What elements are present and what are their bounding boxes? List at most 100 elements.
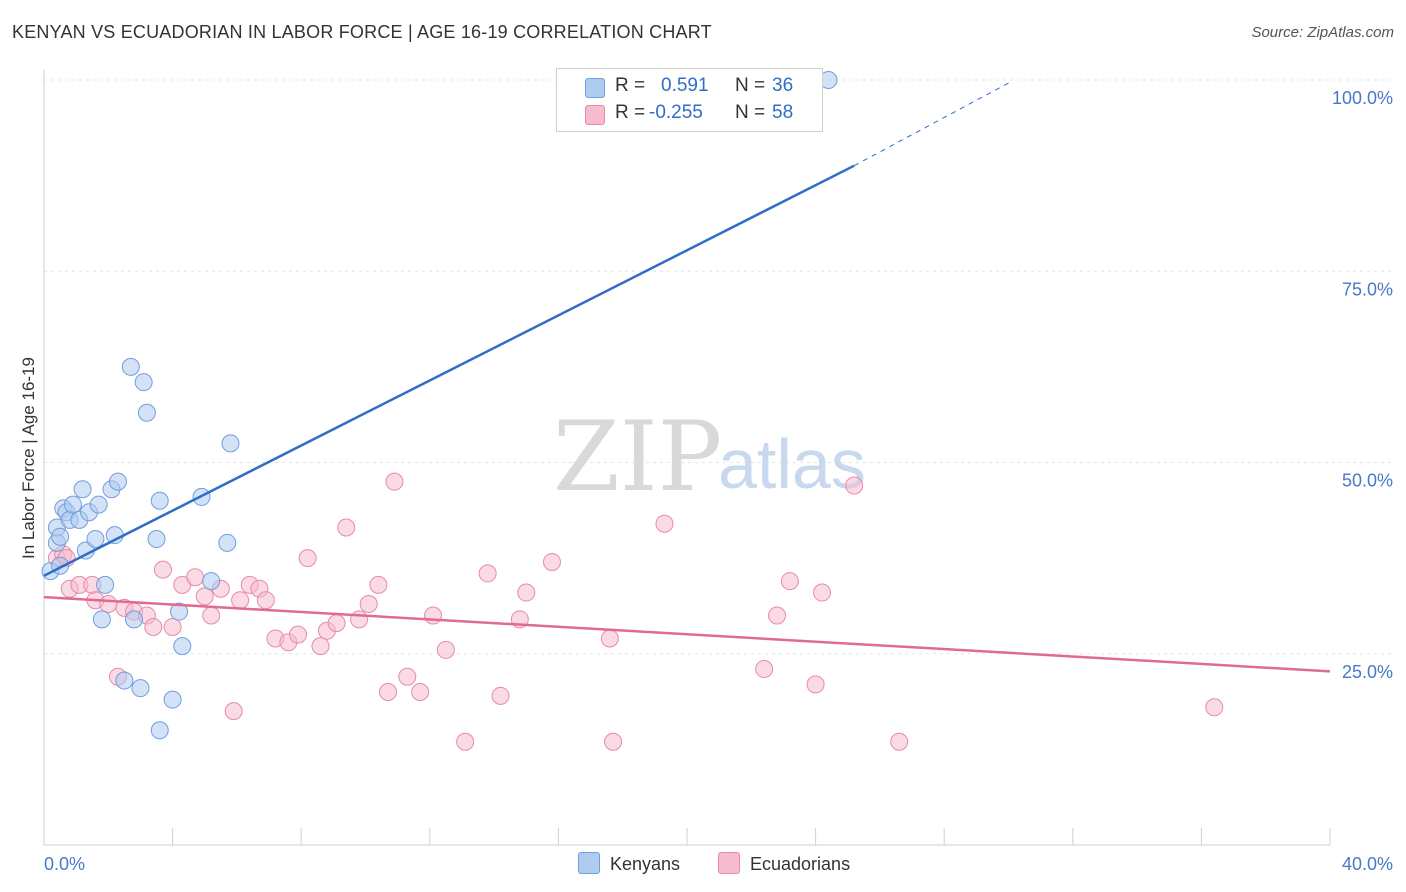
ecuadorians-point <box>456 732 475 751</box>
chart-title: KENYAN VS ECUADORIAN IN LABOR FORCE | AG… <box>12 22 712 42</box>
ecuadorians-point <box>153 560 172 579</box>
ecuadorians-point <box>604 732 623 751</box>
n-value: 58 <box>772 102 794 123</box>
ecuadorians-point <box>144 617 163 636</box>
kenyans-point <box>89 495 108 514</box>
legend-item-kenyans: Kenyans <box>578 852 680 875</box>
ecuadorians-swatch <box>585 105 605 125</box>
r-label: R = <box>615 102 646 123</box>
ecuadorians-point <box>890 732 909 751</box>
n-label: N = <box>735 75 766 96</box>
legend-item-ecuadorians: Ecuadorians <box>718 852 850 875</box>
y-tick-label: 25.0% <box>1342 662 1393 682</box>
ecuadorians-point <box>350 610 369 629</box>
kenyans-point <box>63 495 82 514</box>
kenyans-point <box>170 602 189 621</box>
kenyans-point <box>202 572 221 591</box>
ecuadorians-point <box>780 572 799 591</box>
ecuadorians-point <box>845 476 864 495</box>
ecuadorians-point <box>768 606 787 625</box>
ecuadorians-point <box>385 472 404 491</box>
watermark-zip: ZIP <box>553 401 722 513</box>
r-value: 0.591 <box>661 75 709 96</box>
kenyans-point <box>86 530 105 548</box>
ecuadorians-point <box>311 637 330 656</box>
ecuadorians-point <box>359 595 378 614</box>
kenyans-point <box>121 357 140 376</box>
kenyans-point <box>137 403 156 422</box>
legend-row-ecuadorians: R = -0.255 N = 58 <box>557 100 822 128</box>
kenyans-point <box>163 690 182 709</box>
ecuadorians-point <box>542 552 561 571</box>
ecuadorians-point <box>600 629 619 648</box>
ecuadorians-point <box>379 683 398 701</box>
ecuadorians-point <box>298 549 317 568</box>
kenyans-point <box>73 480 92 499</box>
ecuadorians-point <box>163 617 182 636</box>
ecuadorians-point <box>231 591 250 610</box>
kenyans-point <box>92 610 111 629</box>
ecuadorians-point <box>411 683 430 701</box>
ecuadorians-point <box>755 660 774 679</box>
kenyans-point <box>131 679 150 698</box>
ecuadorians-point <box>398 667 417 686</box>
ecuadorians-point <box>327 614 346 633</box>
watermark: ZIP atlas <box>553 401 866 513</box>
ecuadorians-point <box>813 583 832 602</box>
n-label: N = <box>735 102 766 123</box>
kenyans-legend-label: Kenyans <box>610 854 681 874</box>
ecuadorians-point <box>337 518 356 537</box>
ecuadorians-legend-swatch <box>718 852 740 874</box>
x-tick-labels: 0.0% 40.0% <box>44 854 1393 874</box>
legend-row-kenyans: R = 0.591 N = 36 <box>557 73 822 101</box>
ecuadorians-point <box>424 606 443 625</box>
y-axis-label: In Labor Force | Age 16-19 <box>19 357 38 559</box>
kenyans-point <box>96 575 115 594</box>
x-tick-label: 40.0% <box>1342 854 1393 874</box>
y-tick-label: 75.0% <box>1342 279 1393 299</box>
kenyans-point <box>134 373 153 392</box>
ecuadorians-point <box>224 702 243 721</box>
ecuadorians-point <box>655 514 674 533</box>
correlation-legend: R = 0.591 N = 36 R = -0.255 N = 58 <box>556 68 823 132</box>
ecuadorians-point <box>806 675 825 694</box>
ecuadorians-point <box>369 575 388 594</box>
ecuadorians-point <box>491 686 510 705</box>
y-tick-labels: 25.0% 50.0% 75.0% 100.0% <box>1332 88 1393 682</box>
kenyans-swatch <box>585 78 605 98</box>
grid-lines <box>44 79 1395 655</box>
r-value: -0.255 <box>649 102 703 123</box>
r-label: R = <box>615 75 646 96</box>
y-tick-label: 100.0% <box>1332 88 1393 108</box>
axes <box>43 70 1331 846</box>
kenyans-trend-extension <box>853 82 1009 167</box>
ecuadorians-legend-label: Ecuadorians <box>750 854 851 874</box>
source-label: Source: ZipAtlas.com <box>1251 24 1394 41</box>
x-tick-label: 0.0% <box>44 854 85 874</box>
kenyans-point <box>147 530 166 548</box>
kenyans-point <box>150 491 169 510</box>
ecuadorians-point <box>99 595 118 614</box>
kenyans-point <box>125 610 144 629</box>
kenyans-trend-line <box>43 164 855 577</box>
watermark-atlas: atlas <box>718 425 866 503</box>
kenyans-point <box>108 472 127 491</box>
ecuadorians-point <box>478 564 497 583</box>
kenyans-point <box>51 527 70 546</box>
ecuadorians-point <box>1205 698 1224 717</box>
kenyans-point <box>150 721 169 740</box>
ecuadorians-point <box>186 568 205 587</box>
ecuadorians-point <box>195 587 214 606</box>
y-tick-label: 50.0% <box>1342 471 1393 491</box>
kenyans-point <box>221 434 240 453</box>
kenyans-point <box>173 637 192 656</box>
n-value: 36 <box>772 75 794 96</box>
ecuadorians-point <box>256 591 275 610</box>
ecuadorians-point <box>202 606 221 625</box>
ecuadorians-trend-line <box>43 595 1331 673</box>
ecuadorians-point <box>436 640 455 659</box>
ecuadorians-point <box>288 625 307 644</box>
trend-lines <box>43 82 1331 673</box>
kenyans-point <box>115 671 134 690</box>
